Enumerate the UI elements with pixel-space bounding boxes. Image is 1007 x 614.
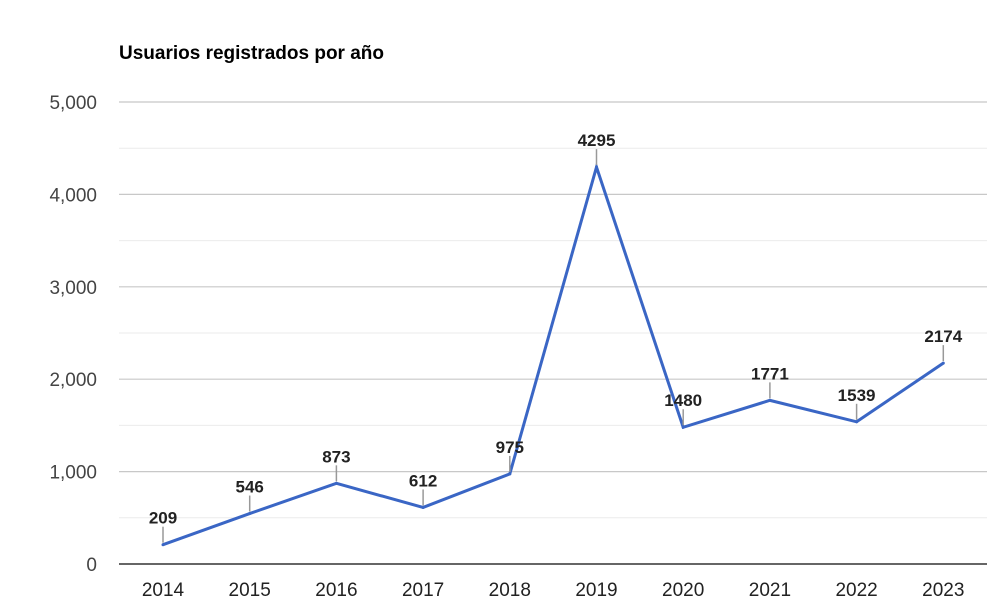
- data-label: 4295: [578, 131, 616, 150]
- x-tick-label: 2023: [922, 580, 964, 601]
- chart-title: Usuarios registrados por año: [119, 43, 385, 64]
- data-label: 2174: [924, 327, 962, 346]
- data-label: 1480: [664, 391, 702, 410]
- y-tick-label: 5,000: [49, 93, 97, 114]
- series-line: [162, 162, 945, 547]
- data-point: [768, 398, 772, 402]
- data-point: [421, 505, 425, 509]
- data-label: 612: [409, 471, 437, 490]
- data-point: [508, 472, 512, 476]
- y-tick-label: 0: [86, 555, 97, 576]
- grid-lines: [119, 101, 987, 519]
- data-label: 975: [496, 438, 524, 457]
- x-tick-label: 2019: [575, 580, 617, 601]
- data-point: [855, 420, 859, 424]
- data-point: [334, 481, 338, 485]
- x-tick-label: 2018: [489, 580, 531, 601]
- data-point: [681, 425, 685, 429]
- data-label: 1539: [838, 386, 876, 405]
- data-point: [161, 543, 165, 547]
- y-tick-label: 1,000: [49, 463, 97, 484]
- series: [161, 162, 945, 547]
- axes: 0 1,000 2,000 3,000 4,000 5,000 2014 2015 2016 20…: [49, 93, 987, 601]
- x-tick-label: 2020: [662, 580, 704, 601]
- data-label: 546: [236, 478, 264, 497]
- x-tick-label: 2017: [402, 580, 444, 601]
- x-tick-label: 2022: [835, 580, 877, 601]
- x-tick-label: 2014: [142, 580, 185, 601]
- data-point: [941, 361, 945, 365]
- x-tick-label: 2021: [749, 580, 791, 601]
- data-labels: 209 546 873 612 975 4295 1480 1771 1539 2174: [149, 131, 963, 543]
- data-label: 873: [322, 447, 350, 466]
- y-tick-label: 2,000: [49, 370, 97, 391]
- x-tick-label: 2016: [315, 580, 357, 601]
- data-point: [248, 512, 252, 516]
- data-label: 1771: [751, 364, 789, 383]
- x-tick-label: 2015: [229, 580, 271, 601]
- y-tick-label: 3,000: [49, 278, 97, 299]
- data-point: [595, 165, 598, 169]
- data-label: 209: [149, 509, 177, 528]
- y-tick-label: 4,000: [49, 185, 97, 206]
